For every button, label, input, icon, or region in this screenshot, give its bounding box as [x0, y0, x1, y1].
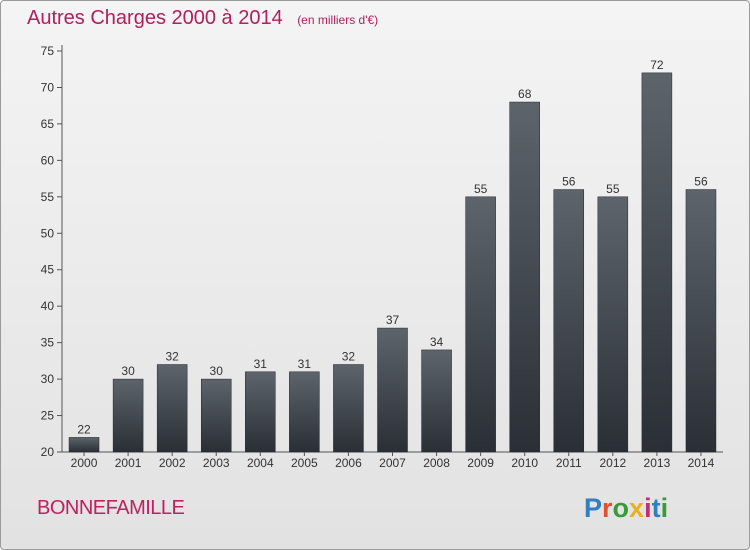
bar — [156, 364, 188, 453]
y-tick-label: 70 — [41, 80, 55, 94]
x-tick-label: 2007 — [379, 456, 406, 470]
y-tick-label: 25 — [41, 409, 55, 423]
data-label: 31 — [254, 357, 268, 371]
x-tick-label: 2006 — [335, 456, 362, 470]
bar — [509, 101, 540, 453]
data-label: 72 — [650, 58, 664, 72]
y-tick-label: 60 — [41, 153, 55, 167]
bar — [377, 327, 408, 453]
title-block: Autres Charges 2000 à 2014 (en milliers … — [27, 7, 378, 30]
x-tick-label: 2008 — [423, 456, 450, 470]
proxiti-logo: Proxiti — [584, 493, 668, 523]
data-label: 37 — [386, 313, 400, 327]
data-label: 56 — [694, 175, 708, 189]
data-label: 30 — [121, 364, 135, 378]
data-label: 34 — [430, 335, 444, 349]
data-label: 55 — [474, 182, 488, 196]
y-tick-label: 20 — [41, 445, 55, 459]
x-tick-label: 2000 — [71, 456, 98, 470]
x-tick-label: 2003 — [203, 456, 230, 470]
data-label: 30 — [210, 364, 224, 378]
y-tick-label: 45 — [41, 263, 55, 277]
data-label: 32 — [165, 350, 179, 364]
x-tick-label: 2012 — [599, 456, 626, 470]
bar — [333, 364, 364, 453]
bar — [553, 189, 585, 453]
x-tick-label: 2002 — [159, 456, 186, 470]
y-tick-label: 40 — [41, 299, 55, 313]
bar — [68, 437, 100, 453]
y-tick-label: 35 — [41, 336, 55, 350]
data-label: 68 — [518, 87, 532, 101]
bar — [597, 196, 629, 453]
chart-subtitle: (en milliers d'€) — [297, 13, 379, 27]
bar — [289, 371, 320, 453]
x-tick-label: 2013 — [644, 456, 671, 470]
y-tick-label: 30 — [41, 372, 55, 386]
bar — [465, 196, 496, 453]
x-tick-label: 2010 — [511, 456, 538, 470]
x-tick-label: 2014 — [688, 456, 715, 470]
bar — [245, 371, 276, 453]
y-tick-label: 75 — [41, 44, 55, 58]
data-label: 22 — [77, 422, 91, 436]
data-label: 32 — [342, 350, 356, 364]
y-tick-label: 65 — [41, 117, 55, 131]
x-tick-label: 2005 — [291, 456, 318, 470]
data-label: 55 — [606, 182, 620, 196]
x-tick-label: 2011 — [556, 456, 582, 470]
x-tick-label: 2004 — [247, 456, 274, 470]
x-tick-label: 2009 — [467, 456, 494, 470]
data-label: 56 — [562, 175, 576, 189]
bar — [200, 378, 232, 453]
bar — [112, 378, 144, 453]
bar — [421, 349, 452, 453]
y-tick-label: 55 — [41, 190, 55, 204]
y-tick-label: 50 — [41, 226, 55, 240]
x-tick-label: 2001 — [115, 456, 142, 470]
svg-text:Proxiti: Proxiti — [584, 493, 668, 523]
commune-name: BONNEFAMILLE — [37, 497, 185, 519]
data-label: 31 — [298, 357, 312, 371]
chart-title: Autres Charges 2000 à 2014 — [27, 7, 283, 29]
bar — [685, 189, 717, 453]
bar — [641, 72, 673, 453]
